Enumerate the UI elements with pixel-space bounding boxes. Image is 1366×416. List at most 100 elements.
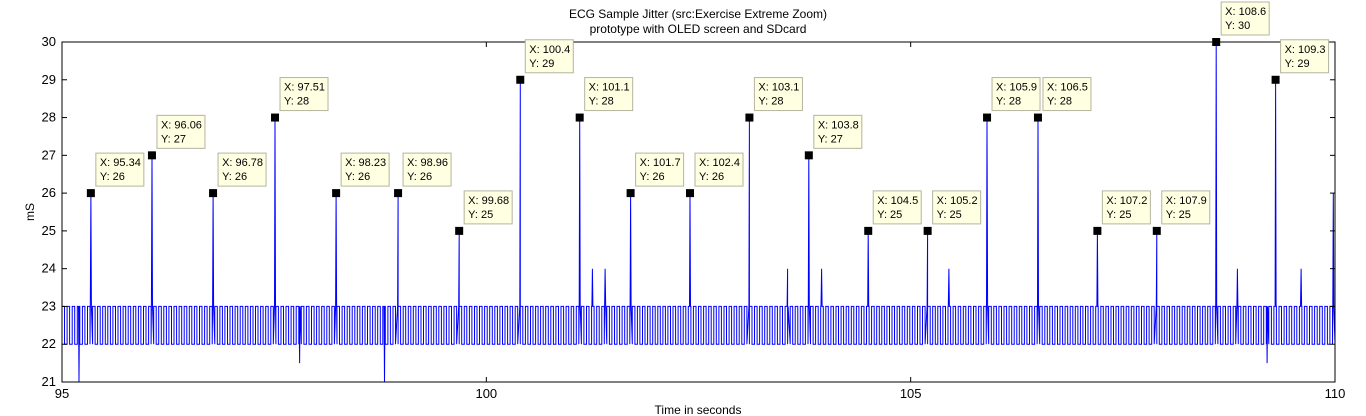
datatip-marker <box>626 189 635 198</box>
datatip-y-label: Y: 26 <box>100 171 125 183</box>
datatip-box <box>753 77 803 112</box>
datatip-box <box>217 152 267 187</box>
y-tick-label: 30 <box>42 34 56 49</box>
datatip-y-label: Y: 28 <box>758 96 783 108</box>
datatip-x-label: X: 96.06 <box>161 119 202 131</box>
datatip-y-label: Y: 28 <box>284 96 309 108</box>
datatip-box <box>1280 39 1330 74</box>
datatip-x-label: X: 96.78 <box>222 157 263 169</box>
datatip: X: 107.2 Y: 25 <box>1093 190 1151 235</box>
datatip: X: 97.51 Y: 28 <box>271 77 329 122</box>
datatip: X: 103.1 Y: 28 <box>745 77 803 122</box>
datatip-marker <box>745 113 754 122</box>
x-tick-label: 100 <box>475 386 497 401</box>
datatip-y-label: Y: 26 <box>222 171 247 183</box>
datatip: X: 98.23 Y: 26 <box>332 152 390 198</box>
plot-area: 95 100 105 110 21 22 23 24 25 26 27 28 29 30 X: 95.34 Y… <box>42 1 1346 401</box>
y-tick-label: 24 <box>42 261 56 276</box>
datatip-x-label: X: 98.96 <box>407 157 448 169</box>
datatip-x-label: X: 99.68 <box>468 195 509 207</box>
datatip-y-label: Y: 25 <box>468 209 493 221</box>
datatip-y-label: Y: 26 <box>640 171 665 183</box>
datatip-y-label: Y: 28 <box>589 96 614 108</box>
datatip-x-label: X: 103.1 <box>758 82 799 94</box>
y-tick-label: 26 <box>42 185 56 200</box>
datatip-x-label: X: 105.9 <box>996 82 1037 94</box>
datatip-x-label: X: 97.51 <box>284 82 325 94</box>
datatip: X: 99.68 Y: 25 <box>455 190 513 235</box>
datatip-y-label: Y: 26 <box>345 171 370 183</box>
datatip-marker <box>271 113 280 122</box>
datatip: X: 105.2 Y: 25 <box>923 190 982 235</box>
y-tick-label: 21 <box>42 374 56 389</box>
datatip: X: 96.78 Y: 26 <box>209 152 267 198</box>
y-tick-label: 27 <box>42 147 56 162</box>
datatip-box <box>932 190 982 225</box>
datatip: X: 105.9 Y: 28 <box>983 77 1041 122</box>
datatip-marker <box>332 189 341 198</box>
datatip: X: 106.5 Y: 28 <box>1033 77 1092 122</box>
datatip: X: 101.1 Y: 28 <box>575 77 634 122</box>
datatip-marker <box>983 113 992 122</box>
datatip-y-label: Y: 29 <box>529 58 554 70</box>
datatip: X: 107.9 Y: 25 <box>1152 190 1211 235</box>
datatip-y-label: Y: 27 <box>161 133 186 145</box>
datatip-y-label: Y: 25 <box>1106 209 1131 221</box>
datatip-y-label: Y: 26 <box>407 171 432 183</box>
datatip-x-label: X: 109.3 <box>1285 44 1326 56</box>
datatip-marker <box>1271 75 1280 84</box>
datatip-x-label: X: 105.2 <box>937 195 978 207</box>
datatip: X: 102.4 Y: 26 <box>686 152 744 198</box>
datatip-box <box>279 77 329 112</box>
datatip-x-label: X: 100.4 <box>529 44 570 56</box>
datatip-marker <box>394 189 403 198</box>
datatip-box <box>463 190 513 225</box>
datatip-y-label: Y: 25 <box>1166 209 1191 221</box>
datatip-marker <box>209 189 218 198</box>
x-tick-label: 110 <box>1325 386 1346 401</box>
datatip: X: 98.96 Y: 26 <box>394 152 452 198</box>
datatip-x-label: X: 101.1 <box>589 82 630 94</box>
datatip-marker <box>147 151 156 160</box>
datatip-y-label: Y: 26 <box>699 171 724 183</box>
datatip-marker <box>455 226 464 235</box>
datatip-y-label: Y: 25 <box>937 209 962 221</box>
datatip-x-label: X: 108.6 <box>1225 6 1266 18</box>
y-axis-label: mS <box>23 203 37 221</box>
datatip: X: 103.8 Y: 27 <box>804 114 863 160</box>
datatip-y-label: Y: 25 <box>877 209 902 221</box>
datatip: X: 96.06 Y: 27 <box>147 114 206 160</box>
datatip-box <box>1042 77 1092 112</box>
datatip-x-label: X: 104.5 <box>877 195 918 207</box>
datatip-marker <box>1212 38 1221 46</box>
datatip: X: 109.3 Y: 29 <box>1271 39 1330 84</box>
datatip-marker <box>1033 113 1042 122</box>
y-tick-label: 29 <box>42 72 56 87</box>
y-tick-label: 25 <box>42 223 56 238</box>
chart-title: ECG Sample Jitter (src:Exercise Extreme … <box>569 7 827 21</box>
x-axis-label: Time in seconds <box>655 403 742 416</box>
datatip-marker <box>686 189 695 198</box>
datatip-y-label: Y: 28 <box>996 96 1021 108</box>
y-tick-label: 28 <box>42 110 56 125</box>
datatip-box <box>340 152 390 187</box>
series-line <box>62 42 1335 382</box>
datatip-x-label: X: 95.34 <box>100 157 141 169</box>
datatip-box <box>524 39 574 74</box>
datatip-box <box>1220 1 1270 36</box>
datatip-x-label: X: 106.5 <box>1047 82 1088 94</box>
datatip: X: 108.6 Y: 30 <box>1212 1 1270 46</box>
datatip-box <box>694 152 744 187</box>
datatip: X: 101.7 Y: 26 <box>626 152 685 198</box>
datatip-box <box>1101 190 1151 225</box>
axes-box <box>61 41 1336 383</box>
datatip-marker <box>864 226 873 235</box>
datatip-x-label: X: 107.9 <box>1166 195 1207 207</box>
datatip-marker <box>923 226 932 235</box>
datatip-y-label: Y: 30 <box>1225 20 1250 32</box>
datatip-y-label: Y: 29 <box>1285 58 1310 70</box>
datatip-box <box>1161 190 1211 225</box>
datatip-box <box>872 190 922 225</box>
